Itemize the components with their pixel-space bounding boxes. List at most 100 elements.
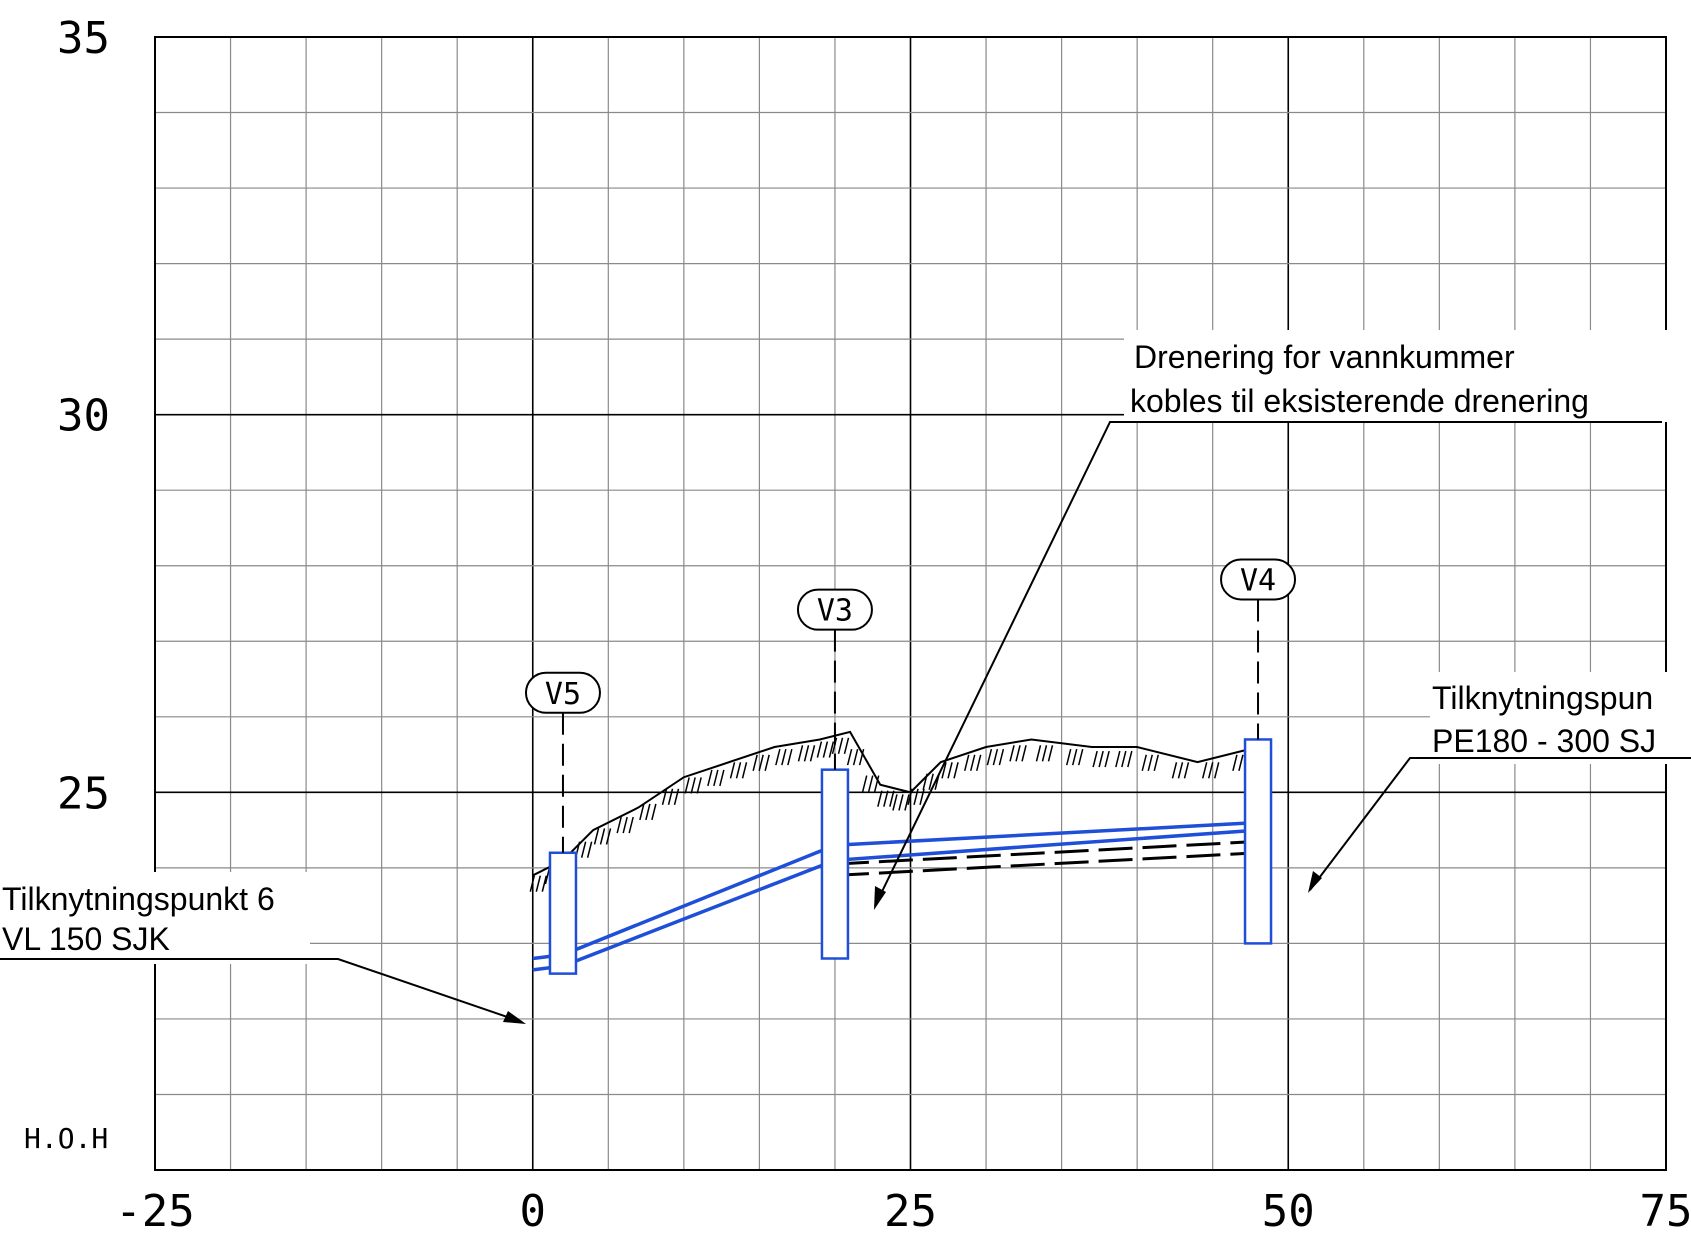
manhole-v4 (1243, 738, 1273, 945)
terrain-hatch (1232, 754, 1238, 771)
terrain-hatch (775, 748, 781, 766)
terrain-hatch (877, 790, 883, 807)
terrain-hatch (898, 794, 904, 811)
terrain-hatch (758, 754, 764, 771)
terrain-hatch (947, 762, 953, 779)
terrain-hatch (889, 790, 895, 807)
terrain-hatch (696, 777, 702, 794)
ticks-layer: -25 0 25 50 75 35 30 25 (57, 13, 1691, 1237)
terrain-hatch (580, 841, 587, 858)
terrain-hatch (963, 754, 970, 771)
terrain-hatch (741, 762, 748, 779)
terrain-hatch (1015, 745, 1021, 762)
terrain-hatch (541, 875, 548, 892)
grid (154, 36, 1667, 1171)
right-note-line1: Tilknytningspun (1432, 680, 1653, 716)
terrain-hatch (764, 754, 770, 771)
center-leader-line (874, 421, 1662, 907)
terrain-hatch (992, 748, 999, 766)
terrain-hatch (809, 745, 816, 762)
terrain-hatch (628, 816, 634, 834)
terrain-hatch (684, 777, 690, 794)
terrain-hatch (616, 816, 622, 834)
terrain-hatch (1238, 754, 1244, 771)
terrain-hatch (922, 773, 928, 790)
terrain-hatch (1121, 750, 1127, 768)
terrain-hatch (986, 748, 993, 766)
manhole-tag-bubble (796, 588, 873, 631)
terrain-hatch (969, 754, 976, 771)
terrain-hatch (907, 788, 913, 805)
terrain-hatch (1201, 762, 1208, 779)
terrain-hatch (1021, 745, 1027, 762)
terrain-hatch (1171, 762, 1178, 779)
terrain-hatch (1098, 750, 1104, 768)
terrain-hatch (1115, 750, 1121, 768)
right-leader-line (1309, 757, 1691, 891)
x-tick-label: 0 (520, 1186, 547, 1237)
y-tick-label: 30 (57, 391, 110, 442)
manhole-tag-bubble (1220, 558, 1297, 601)
terrain-hatch (1041, 745, 1048, 762)
terrain-hatch (1104, 750, 1110, 768)
terrain-hatch (846, 748, 853, 766)
terrain-hatch (975, 754, 982, 771)
terrain-hatch (661, 788, 668, 805)
terrain-hatch (858, 748, 865, 766)
manhole-tag-bubble (524, 671, 601, 714)
terrain-hatch (822, 741, 829, 758)
left-leader-arrow (503, 1011, 526, 1024)
terrain-hatch (735, 762, 742, 779)
terrain-hatch (797, 745, 804, 762)
terrain-hatch (535, 875, 542, 892)
terrain-hatch (719, 769, 725, 787)
y-unit-label: H.O.H (24, 1122, 108, 1155)
terrain-hatch (707, 769, 713, 787)
center-note-line1: Drenering for vannkummer (1134, 339, 1515, 375)
x-tick-label: 50 (1262, 1186, 1315, 1237)
terrain-hatch (828, 741, 835, 758)
terrain-hatch (713, 769, 719, 787)
terrain-hatch (599, 828, 606, 845)
terrain-hatch (673, 788, 680, 805)
right-note-line2: PE180 - 300 SJ (1432, 723, 1656, 759)
left-note-line2: VL 150 SJK (2, 921, 170, 957)
terrain-hatch (1147, 754, 1153, 771)
terrain-hatch (919, 788, 925, 805)
x-tick-label: 25 (884, 1186, 937, 1237)
terrain-hatch (752, 754, 758, 771)
manholes-layer: V5 V3 V4 (524, 558, 1297, 975)
terrain-hatch (586, 841, 593, 858)
terrain-hatch (1047, 745, 1054, 762)
right-leader-arrow (1308, 871, 1322, 893)
left-note-line1: Tilknytningspunkt 6 (2, 881, 275, 917)
terrain-hatch (867, 775, 874, 792)
terrain-hatch (651, 803, 657, 821)
terrain-hatch (1153, 754, 1159, 771)
terrain-hatch (1065, 748, 1072, 766)
terrain-hatch (667, 788, 674, 805)
water-pipe-line (532, 828, 1259, 972)
terrain-hatch (690, 777, 696, 794)
terrain-hatch (1035, 745, 1042, 762)
manhole-tag-label: V3 (817, 594, 853, 629)
terrain-hatch (1077, 748, 1084, 766)
terrain-hatch (913, 788, 919, 805)
center-leader-arrow (874, 886, 886, 910)
terrain-hatch (1213, 762, 1220, 779)
x-tick-label: -25 (115, 1186, 194, 1237)
drain-pipe-line (834, 839, 1259, 866)
terrain-hatch (1127, 750, 1133, 768)
terrain-hatch (953, 762, 959, 779)
water-pipe-line (532, 820, 1259, 961)
pipes-layer (532, 820, 1259, 972)
terrain-hatch (1177, 762, 1184, 779)
terrain-hatch (837, 737, 844, 754)
drain-pipe-line (834, 851, 1259, 877)
left-annotation: Tilknytningspunkt 6 VL 150 SJK (0, 872, 526, 1024)
center-annotation: Drenering for vannkummer kobles til eksi… (874, 330, 1669, 910)
terrain-hatch (622, 816, 628, 834)
y-tick-label: 25 (57, 768, 110, 819)
terrain-hatch (1207, 762, 1214, 779)
terrain-hatch (928, 773, 934, 790)
